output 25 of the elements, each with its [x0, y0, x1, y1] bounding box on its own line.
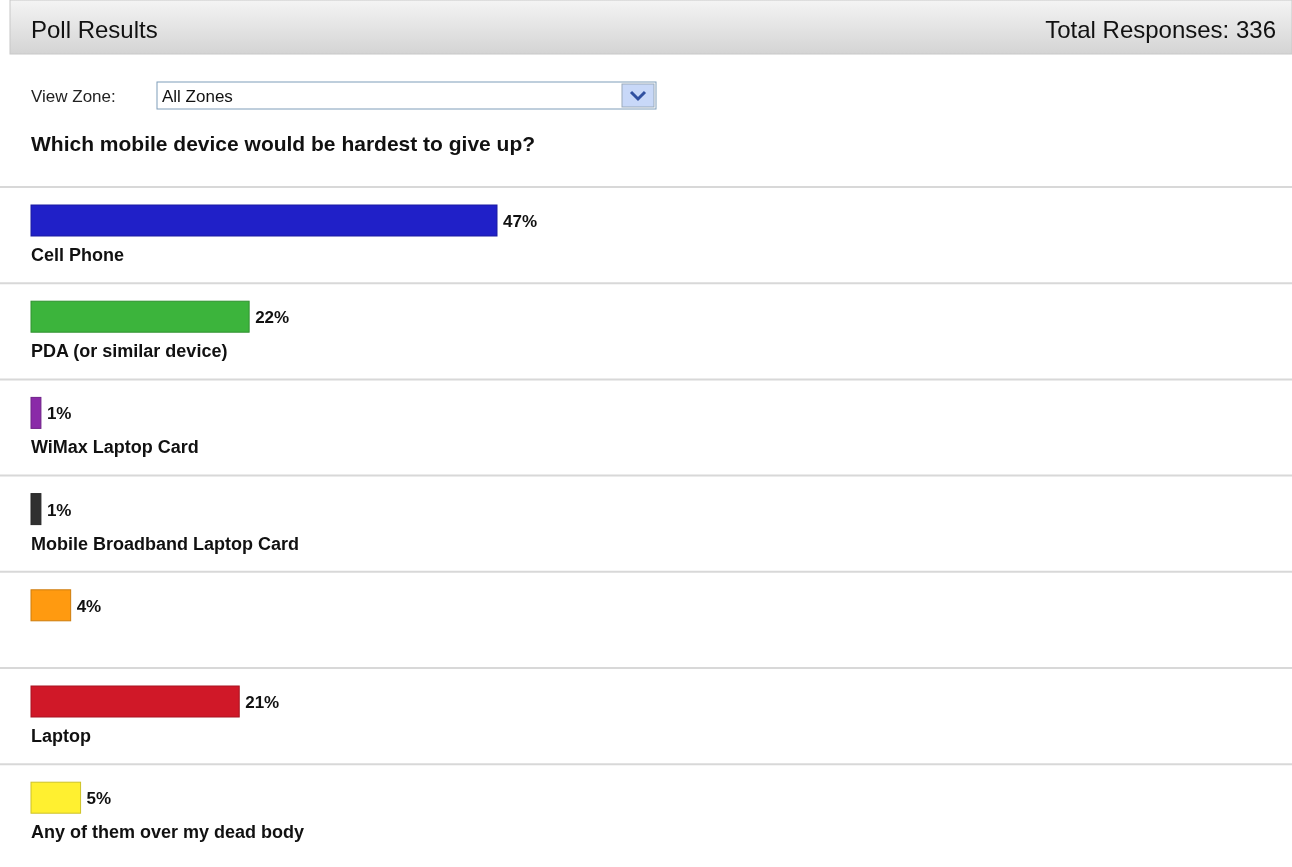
bar: [30, 396, 42, 429]
bar: [30, 204, 498, 237]
data-label: 22%: [255, 308, 290, 328]
bar: [30, 685, 240, 718]
y-tick-label: WiMax Laptop Card: [31, 437, 199, 458]
y-tick-label: Cell Phone: [31, 245, 125, 265]
y-tick-label: Laptop: [31, 726, 91, 746]
chart-title: Poll Results: [31, 16, 158, 43]
chart-subtitle: Which mobile device would be hardest to give up?: [31, 132, 536, 155]
data-label: 21%: [245, 693, 280, 712]
bar: [30, 781, 82, 814]
text: Total Responses: 336: [1045, 16, 1276, 43]
data-label: 1%: [46, 500, 72, 520]
data-label: 5%: [86, 789, 112, 809]
bar: [30, 493, 42, 526]
y-tick-label: Mobile Broadband Laptop Card: [31, 533, 299, 554]
text: View Zone:: [31, 87, 116, 106]
y-tick-label: PDA (or similar device): [31, 341, 228, 362]
y-tick-label: Any of them over my dead body: [31, 822, 305, 843]
text: All Zones: [162, 87, 233, 106]
data-label: 4%: [76, 596, 102, 616]
bar: [30, 589, 72, 622]
data-label: 1%: [46, 404, 72, 424]
data-label: 47%: [503, 212, 538, 231]
bar: [30, 300, 250, 333]
